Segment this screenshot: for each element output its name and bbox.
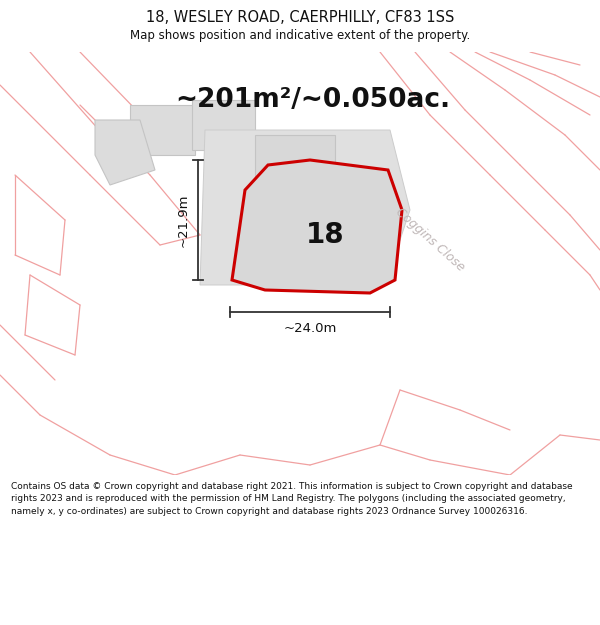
Polygon shape <box>95 120 155 185</box>
Polygon shape <box>200 130 410 285</box>
Polygon shape <box>130 105 195 155</box>
Text: Contains OS data © Crown copyright and database right 2021. This information is : Contains OS data © Crown copyright and d… <box>11 482 572 516</box>
Text: ~201m²/~0.050ac.: ~201m²/~0.050ac. <box>175 87 450 113</box>
Polygon shape <box>255 135 335 180</box>
Text: 18: 18 <box>305 221 344 249</box>
Text: Map shows position and indicative extent of the property.: Map shows position and indicative extent… <box>130 29 470 42</box>
Text: 18, WESLEY ROAD, CAERPHILLY, CF83 1SS: 18, WESLEY ROAD, CAERPHILLY, CF83 1SS <box>146 11 454 26</box>
Text: ~21.9m: ~21.9m <box>177 193 190 247</box>
Polygon shape <box>192 100 255 150</box>
Text: Coggins Close: Coggins Close <box>393 206 467 274</box>
Polygon shape <box>232 160 402 293</box>
Text: ~24.0m: ~24.0m <box>283 322 337 335</box>
